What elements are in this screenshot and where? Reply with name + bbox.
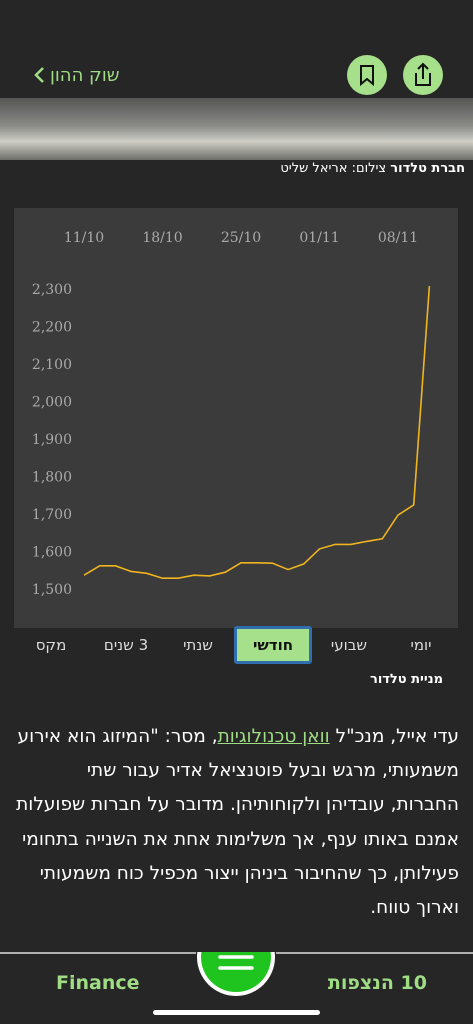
x-tick-label: 18/10: [142, 230, 182, 246]
share-icon: [415, 62, 431, 86]
price-line: [83, 285, 431, 580]
finance-link[interactable]: Finance: [56, 972, 140, 994]
most-viewed-link[interactable]: 10 הנצפות: [327, 972, 427, 994]
x-tick-label: 11/10: [64, 230, 104, 246]
bottom-bar: [0, 952, 473, 1015]
caption-credit: צילום: אריאל שליט: [280, 161, 387, 176]
period-tabs: יומי שבועי חודשי שנתי 3 שנים מקס: [0, 626, 473, 666]
y-tick-label: 1,700: [32, 507, 72, 523]
text: , מסר: "המיזוג הוא אירוע: [17, 726, 218, 747]
y-tick-label: 2,300: [32, 282, 72, 298]
article-line: אמנם באותו ענף, אך משלימות אחת את השנייה…: [22, 828, 459, 850]
x-tick-label: 25/10: [221, 230, 261, 246]
y-tick-label: 2,000: [32, 394, 72, 410]
article-line: החברות, עובדיהן ולקוחותיהן. מדובר על חבר…: [16, 794, 459, 816]
back-arrow[interactable]: [34, 67, 44, 83]
y-tick-label: 1,900: [32, 432, 72, 448]
menu-icon: [218, 955, 254, 970]
company-link[interactable]: וואן טכנולוגיות: [217, 726, 330, 747]
article-line: וארוך טווח.: [370, 896, 459, 918]
article-line: עדי אייל, מנכ"ל וואן טכנולוגיות, מסר: "ה…: [9, 720, 459, 754]
photo-caption: חברת טלדור צילום: אריאל שליט: [280, 161, 465, 176]
period-tab[interactable]: 3 שנים: [103, 636, 149, 654]
y-tick-label: 2,100: [32, 357, 72, 373]
y-tick-label: 1,500: [32, 582, 72, 598]
y-tick-label: 2,200: [32, 319, 72, 335]
period-tab[interactable]: יומי: [410, 636, 432, 654]
period-tab[interactable]: שנתי: [183, 636, 213, 654]
period-tab[interactable]: מקס: [35, 636, 67, 654]
period-tab[interactable]: חודשי: [234, 626, 312, 664]
menu-button[interactable]: [201, 952, 271, 992]
stock-chart: 1,500 1,600 1,700 1,800 1,900 2,000 2,100 2,200…: [14, 208, 458, 628]
article-photo: [0, 98, 473, 160]
caption-bold: חברת טלדור: [390, 161, 465, 176]
article-line: משמעותי, מרגש ובעל פוטנציאל אדיר עבור שת…: [86, 760, 459, 782]
chart-panel: [14, 208, 458, 628]
home-indicator: [153, 1010, 320, 1015]
chart-caption: מניית טלדור: [370, 672, 443, 687]
bookmark-icon: [360, 65, 374, 87]
y-tick-label: 1,800: [32, 470, 72, 486]
x-tick-label: 08/11: [378, 230, 418, 246]
bookmark-button[interactable]: [347, 55, 387, 95]
article-line: פעילותן, כך שהחיבור ביניהן ייצור מכפיל כ…: [39, 862, 459, 884]
article-body: עדי אייל, מנכ"ל וואן טכנולוגיות, מסר: "ה…: [9, 720, 459, 925]
back-link[interactable]: שוק ההון: [50, 65, 119, 86]
y-tick-label: 1,600: [32, 545, 72, 561]
x-tick-label: 01/11: [299, 230, 339, 246]
text: עדי אייל, מנכ"ל: [329, 726, 459, 747]
period-tab[interactable]: שבועי: [330, 636, 368, 654]
top-bar: שוק ההון: [34, 55, 443, 95]
